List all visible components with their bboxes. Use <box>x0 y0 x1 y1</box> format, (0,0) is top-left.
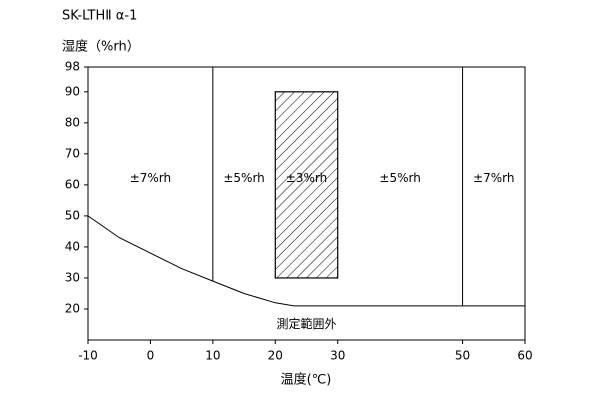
y-tick-label: 80 <box>65 115 80 129</box>
zone-label: ±3%rh <box>286 171 327 185</box>
y-tick-label: 20 <box>65 301 80 315</box>
y-tick-label: 70 <box>65 146 80 160</box>
x-tick-label: 60 <box>517 349 532 363</box>
y-axis-label: 湿度（%rh） <box>62 39 140 55</box>
x-axis-label: 温度(℃) <box>281 372 332 388</box>
y-tick-label: 90 <box>65 84 80 98</box>
zone-label: ±7%rh <box>130 171 171 185</box>
x-tick-label: -10 <box>78 349 98 363</box>
hatched-region <box>274 91 339 279</box>
boundary-line <box>87 215 525 307</box>
y-tick-label: 98 <box>65 60 80 74</box>
out-of-range-label: 測定範囲外 <box>276 316 336 331</box>
y-tick-label: 30 <box>65 270 80 284</box>
zone-label: ±7%rh <box>473 171 514 185</box>
chart-title: SK-LTHⅡ α-1 <box>62 9 137 24</box>
y-tick-label: 40 <box>65 239 80 253</box>
y-tick-label: 50 <box>65 208 80 222</box>
x-tick-label: 30 <box>330 349 345 363</box>
y-tick-label: 60 <box>65 177 80 191</box>
x-tick-label: 50 <box>455 349 470 363</box>
x-tick-label: 10 <box>205 349 220 363</box>
zone-label: ±5%rh <box>379 171 420 185</box>
plot-frame <box>87 66 526 341</box>
x-tick-label: 0 <box>147 349 155 363</box>
zone-label: ±5%rh <box>223 171 264 185</box>
x-tick-label: 20 <box>268 349 283 363</box>
